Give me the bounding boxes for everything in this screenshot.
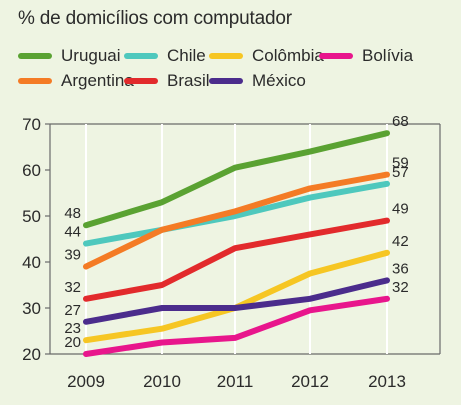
end-label-colombia: 42 <box>392 233 409 250</box>
legend-swatch-chile <box>124 53 158 59</box>
end-label-argentina: 59 <box>392 155 409 172</box>
x-tick-label-2009: 2009 <box>67 372 105 391</box>
legend-item-brasil: Brasil <box>124 71 210 91</box>
y-tick-label-40: 40 <box>22 253 41 272</box>
legend-swatch-argentina <box>18 78 52 84</box>
legend-swatch-colombia <box>209 53 243 59</box>
series-line-colombia <box>83 249 390 344</box>
series-line-bolivia <box>83 295 390 357</box>
legend-label-argentina: Argentina <box>61 71 134 90</box>
legend-item-argentina: Argentina <box>18 71 134 91</box>
start-label-bolivia: 20 <box>64 334 81 351</box>
y-tick-label-60: 60 <box>22 161 41 180</box>
end-label-bolivia: 32 <box>392 279 409 296</box>
y-tick-label-50: 50 <box>22 207 41 226</box>
series-line-mexico <box>83 277 390 325</box>
x-tick-label-2010: 2010 <box>143 372 181 391</box>
start-label-colombia: 23 <box>64 320 81 337</box>
y-tick-label-70: 70 <box>22 115 41 134</box>
legend-label-bolivia: Bolívia <box>362 46 414 65</box>
end-label-chile: 57 <box>392 164 409 181</box>
x-tick-label-2011: 2011 <box>217 372 254 391</box>
legend-swatch-uruguai <box>18 53 52 59</box>
x-tick-label-2013: 2013 <box>368 372 406 391</box>
legend-item-chile: Chile <box>124 46 206 66</box>
legend-label-colombia: Colômbia <box>252 46 324 65</box>
legend-item-colombia: Colômbia <box>209 46 324 66</box>
end-label-uruguai: 68 <box>392 113 409 130</box>
legend-item-mexico: México <box>209 71 306 91</box>
chart-title: % de domicílios com computador <box>18 8 292 29</box>
start-label-brasil: 32 <box>64 279 81 296</box>
y-tick-label-30: 30 <box>22 299 41 318</box>
legend-label-brasil: Brasil <box>167 71 210 90</box>
legend-item-uruguai: Uruguai <box>18 46 121 66</box>
x-tick-label-2012: 2012 <box>291 372 329 391</box>
start-label-uruguai: 48 <box>64 205 81 222</box>
y-tick-label-20: 20 <box>22 345 41 364</box>
legend-swatch-mexico <box>209 78 243 84</box>
start-label-chile: 44 <box>64 224 81 241</box>
series-line-chile <box>83 180 390 247</box>
legend-swatch-brasil <box>124 78 158 84</box>
series-line-brasil <box>83 217 390 302</box>
legend-label-uruguai: Uruguai <box>61 46 121 65</box>
legend-label-chile: Chile <box>167 46 206 65</box>
legend-swatch-bolivia <box>319 53 353 59</box>
start-label-mexico: 27 <box>64 302 81 319</box>
end-label-mexico: 36 <box>392 260 409 277</box>
start-label-argentina: 39 <box>64 247 81 264</box>
legend-item-bolivia: Bolívia <box>319 46 413 66</box>
series-line-argentina <box>83 171 390 270</box>
end-label-brasil: 49 <box>392 201 409 218</box>
series-line-uruguai <box>83 130 390 229</box>
legend-label-mexico: México <box>252 71 306 90</box>
